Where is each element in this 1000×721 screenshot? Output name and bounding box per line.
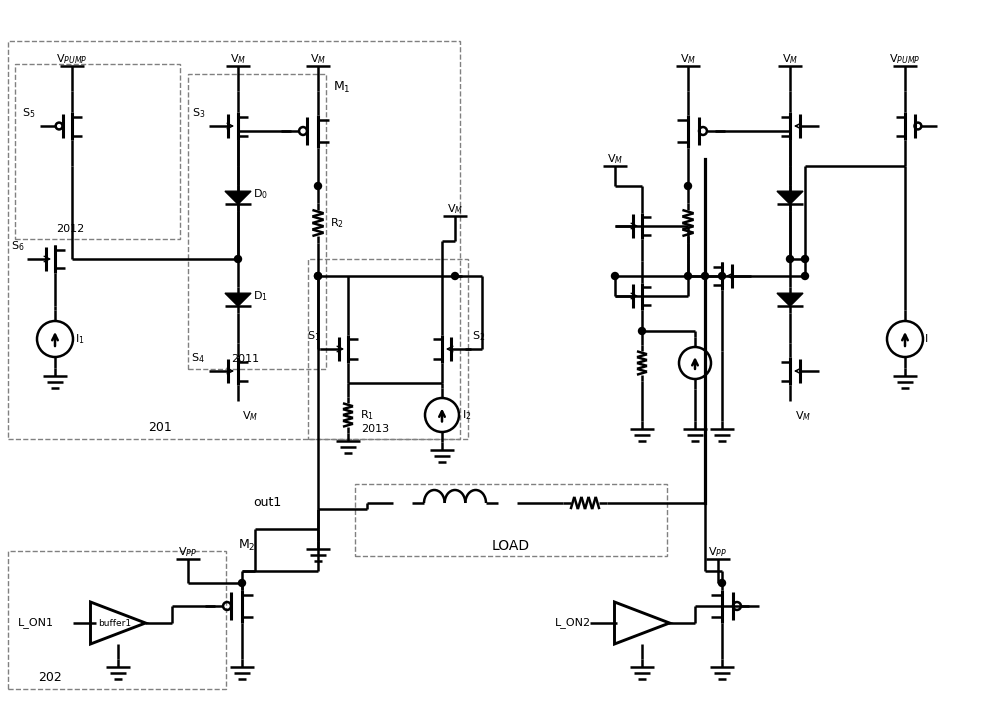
Bar bbox=[188, 74, 326, 369]
Circle shape bbox=[234, 255, 242, 262]
Circle shape bbox=[684, 273, 692, 280]
Text: S$_5$: S$_5$ bbox=[22, 106, 35, 120]
Polygon shape bbox=[225, 191, 251, 204]
Text: M$_2$: M$_2$ bbox=[238, 538, 256, 553]
Polygon shape bbox=[225, 293, 251, 306]
Text: M$_1$: M$_1$ bbox=[333, 80, 351, 95]
Text: S$_6$: S$_6$ bbox=[11, 239, 25, 253]
Text: LOAD: LOAD bbox=[492, 539, 530, 553]
Text: 202: 202 bbox=[38, 671, 62, 684]
Bar bbox=[15, 64, 180, 239]
Bar bbox=[355, 484, 667, 556]
Circle shape bbox=[452, 273, 458, 280]
Text: out1: out1 bbox=[254, 497, 282, 510]
Text: I$_1$: I$_1$ bbox=[75, 332, 85, 346]
Bar bbox=[8, 551, 226, 689]
Circle shape bbox=[639, 327, 646, 335]
Text: V$_M$: V$_M$ bbox=[795, 409, 811, 423]
Text: V$_M$: V$_M$ bbox=[607, 152, 623, 166]
Text: buffer1: buffer1 bbox=[98, 619, 132, 627]
Text: V$_{PP}$: V$_{PP}$ bbox=[708, 545, 728, 559]
Text: D$_0$: D$_0$ bbox=[253, 187, 268, 201]
Circle shape bbox=[314, 273, 322, 280]
Text: S$_1$: S$_1$ bbox=[307, 329, 320, 342]
Text: I$_2$: I$_2$ bbox=[462, 408, 472, 422]
Text: 2013: 2013 bbox=[361, 424, 389, 434]
Text: V$_{PUMP}$: V$_{PUMP}$ bbox=[889, 52, 921, 66]
Circle shape bbox=[314, 182, 322, 190]
Text: V$_M$: V$_M$ bbox=[242, 409, 258, 423]
Circle shape bbox=[612, 273, 618, 280]
Circle shape bbox=[314, 273, 322, 280]
Text: L_ON1: L_ON1 bbox=[18, 618, 54, 629]
Text: V$_M$: V$_M$ bbox=[230, 52, 246, 66]
Circle shape bbox=[802, 273, 809, 280]
Polygon shape bbox=[777, 191, 803, 204]
Text: V$_{PUMP}$: V$_{PUMP}$ bbox=[56, 52, 88, 66]
Text: I: I bbox=[925, 334, 928, 344]
Text: V$_M$: V$_M$ bbox=[447, 202, 463, 216]
Circle shape bbox=[718, 580, 726, 586]
Text: 2012: 2012 bbox=[56, 224, 84, 234]
Text: S$_4$: S$_4$ bbox=[191, 351, 205, 365]
Text: 201: 201 bbox=[148, 421, 172, 434]
Circle shape bbox=[702, 273, 708, 280]
Text: R$_2$: R$_2$ bbox=[330, 216, 344, 230]
Text: S$_3$: S$_3$ bbox=[192, 106, 205, 120]
Text: S$_2$: S$_2$ bbox=[472, 329, 485, 342]
Text: V$_M$: V$_M$ bbox=[310, 52, 326, 66]
Text: L_ON2: L_ON2 bbox=[555, 618, 591, 629]
Circle shape bbox=[239, 580, 246, 586]
Text: 2011: 2011 bbox=[231, 354, 259, 364]
Text: R$_1$: R$_1$ bbox=[360, 408, 374, 422]
Text: V$_M$: V$_M$ bbox=[782, 52, 798, 66]
Circle shape bbox=[802, 255, 809, 262]
Bar bbox=[308, 259, 468, 439]
Text: V$_M$: V$_M$ bbox=[680, 52, 696, 66]
Polygon shape bbox=[777, 293, 803, 306]
Circle shape bbox=[786, 255, 794, 262]
Text: D$_1$: D$_1$ bbox=[253, 289, 268, 303]
Circle shape bbox=[684, 182, 692, 190]
Circle shape bbox=[718, 273, 726, 280]
Bar bbox=[8, 41, 460, 439]
Text: V$_{PP}$: V$_{PP}$ bbox=[178, 545, 198, 559]
